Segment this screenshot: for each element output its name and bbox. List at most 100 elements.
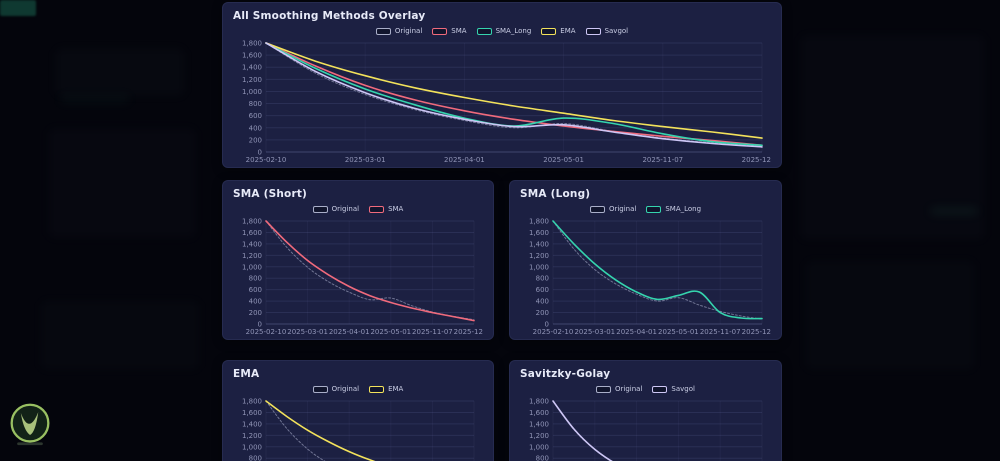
legend-label: Original: [394, 27, 423, 35]
svg-text:1,600: 1,600: [529, 229, 549, 237]
svg-text:1,400: 1,400: [242, 420, 262, 428]
svg-text:1,800: 1,800: [242, 218, 262, 226]
svg-text:2025-03-01: 2025-03-01: [574, 328, 615, 336]
svg-text:2025-11-07: 2025-11-07: [700, 328, 741, 336]
legend-label: SMA_Long: [665, 205, 702, 213]
svg-text:800: 800: [249, 275, 262, 283]
svg-text:400: 400: [249, 298, 262, 306]
legend-item-sma[interactable]: SMA: [432, 27, 467, 35]
svg-text:2025-11-07: 2025-11-07: [642, 156, 683, 164]
legend: Original SMA_Long: [520, 202, 771, 216]
legend: Original Savgol: [520, 382, 771, 396]
line-chart[interactable]: 02004006008001,0001,2001,4001,6001,80020…: [233, 396, 483, 461]
panel-title: SMA (Long): [520, 188, 591, 200]
svg-text:1,000: 1,000: [529, 263, 549, 271]
svg-text:1,600: 1,600: [529, 409, 549, 417]
legend-swatch: [312, 205, 328, 213]
svg-text:2025-11-07: 2025-11-07: [412, 328, 453, 336]
svg-text:1,800: 1,800: [242, 40, 262, 48]
legend-item-ema[interactable]: EMA: [369, 385, 403, 393]
legend-item-sma[interactable]: SMA: [369, 205, 403, 213]
legend-item-savgol[interactable]: Savgol: [585, 27, 628, 35]
svg-text:600: 600: [249, 112, 262, 120]
svg-text:600: 600: [536, 286, 549, 294]
panel-overlay: All Smoothing Methods Overlay Original SM…: [222, 2, 782, 168]
svg-text:1,000: 1,000: [529, 443, 549, 451]
legend-item-original[interactable]: Original: [312, 205, 360, 213]
svg-text:1,200: 1,200: [242, 432, 262, 440]
svg-text:800: 800: [249, 455, 262, 461]
legend-item-original[interactable]: Original: [589, 205, 637, 213]
svg-text:1,600: 1,600: [242, 52, 262, 60]
svg-text:2025-04-01: 2025-04-01: [444, 156, 485, 164]
panel-title: All Smoothing Methods Overlay: [233, 10, 426, 22]
svg-text:2025-04-01: 2025-04-01: [329, 328, 370, 336]
svg-text:1,400: 1,400: [529, 240, 549, 248]
legend-swatch: [541, 27, 557, 35]
legend-item-original[interactable]: Original: [312, 385, 359, 393]
panel-title: Savitzky-Golay: [520, 368, 611, 380]
legend-item-original[interactable]: Original: [375, 27, 423, 35]
svg-text:800: 800: [249, 100, 262, 108]
legend-label: SMA: [388, 205, 404, 213]
svg-text:800: 800: [536, 275, 549, 283]
svg-text:2025-05-01: 2025-05-01: [658, 328, 699, 336]
legend-label: Original: [615, 385, 643, 393]
svg-text:1,400: 1,400: [242, 240, 262, 248]
legend-label: SMA: [451, 27, 467, 35]
svg-text:400: 400: [536, 298, 549, 306]
panel-title: EMA: [233, 368, 260, 380]
legend-swatch: [646, 205, 662, 213]
background-ghost: [930, 208, 978, 214]
legend-label: Original: [608, 205, 637, 213]
legend-item-ema[interactable]: EMA: [541, 27, 576, 35]
line-chart[interactable]: 02004006008001,0001,2001,4001,6001,80020…: [520, 396, 771, 461]
legend-swatch: [585, 27, 601, 35]
line-chart[interactable]: 02004006008001,0001,2001,4001,6001,80020…: [233, 216, 483, 337]
legend-label: SMA_Long: [495, 27, 532, 35]
legend-item-sma_long[interactable]: SMA_Long: [476, 27, 532, 35]
legend: Original SMA: [233, 202, 483, 216]
legend-label: EMA: [560, 27, 576, 35]
svg-text:2025-12-01: 2025-12-01: [742, 156, 771, 164]
legend-label: Original: [331, 205, 360, 213]
leaf-logo-icon: [10, 403, 50, 446]
svg-text:0: 0: [545, 321, 549, 329]
background-ghost: [0, 0, 36, 16]
legend-label: Savgol: [671, 385, 695, 393]
svg-text:400: 400: [249, 124, 262, 132]
legend: Original SMA SMA_Long EMA Savgol: [233, 24, 771, 38]
svg-text:0: 0: [258, 321, 262, 329]
svg-text:1,400: 1,400: [529, 420, 549, 428]
legend-item-sma_long[interactable]: SMA_Long: [646, 205, 701, 213]
legend-swatch: [432, 27, 448, 35]
legend-swatch: [369, 205, 385, 213]
svg-text:1,200: 1,200: [242, 252, 262, 260]
panel-sma-long: SMA (Long) Original SMA_Long 0 200 400 600 80…: [509, 180, 782, 340]
background-ghost: [40, 300, 200, 370]
panel-sma-short: SMA (Short) Original SMA 0 200 400 600 800 1,0…: [222, 180, 494, 340]
line-chart[interactable]: 02004006008001,0001,2001,4001,6001,80020…: [233, 38, 771, 165]
legend-swatch: [476, 27, 492, 35]
svg-text:1,200: 1,200: [529, 432, 549, 440]
legend-item-original[interactable]: Original: [596, 385, 642, 393]
svg-text:0: 0: [258, 149, 262, 157]
line-chart[interactable]: 02004006008001,0001,2001,4001,6001,80020…: [520, 216, 771, 337]
svg-text:600: 600: [249, 286, 262, 294]
brand-logo: [8, 400, 52, 448]
svg-text:800: 800: [536, 455, 549, 461]
svg-text:1,600: 1,600: [242, 229, 262, 237]
svg-text:1,800: 1,800: [242, 398, 262, 406]
background-ghost: [800, 35, 985, 240]
svg-text:2025-05-01: 2025-05-01: [370, 328, 411, 336]
svg-text:1,000: 1,000: [242, 263, 262, 271]
legend: Original EMA: [233, 382, 483, 396]
background-ghost: [55, 48, 185, 96]
legend-label: EMA: [388, 385, 404, 393]
svg-text:2025-05-01: 2025-05-01: [543, 156, 584, 164]
svg-text:2025-02-10: 2025-02-10: [246, 328, 287, 336]
legend-item-savgol[interactable]: Savgol: [652, 385, 695, 393]
